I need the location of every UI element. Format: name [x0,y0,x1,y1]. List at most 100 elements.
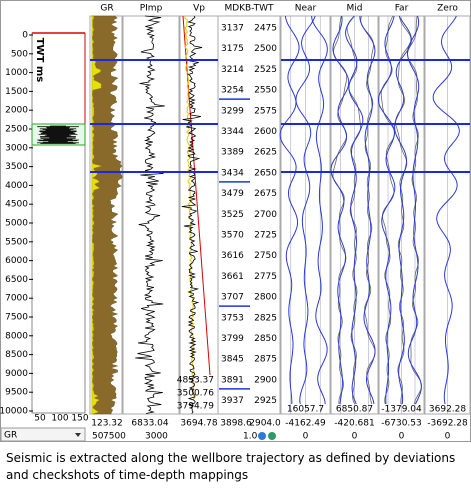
vp-marker: 4853.37 [177,376,214,386]
scale-min: 50 [92,432,104,442]
depth-tick-label: 9000 [5,369,28,379]
twt-value: 2925 [254,396,277,406]
depth-tick-label: 1000 [5,68,28,78]
readout: 3694.78 [180,419,217,429]
track-frame [217,15,281,415]
md-scale: 1.0 [243,432,258,442]
track-frame [179,15,219,415]
trace [295,15,316,405]
well-viewer: 0500100015002000250030003500400045005000… [0,0,471,442]
caption-line: Seismic is extracted along the wellbore … [6,451,456,465]
track-header: Far [395,4,409,14]
seismic-min: -3692.28 [427,419,468,429]
scale-min: 3000 [145,432,168,442]
depth-tick-label: 8500 [5,350,28,360]
depth-tick-label: 6500 [5,275,28,285]
depth-tick-label: 5500 [5,237,28,247]
nav-up[interactable] [258,432,266,440]
md-value: 3137 [221,24,244,34]
vp-marker: 3794.79 [177,402,214,412]
md-value: 3937 [221,396,244,406]
twt-value: 2600 [254,127,277,137]
depth-tick-label: 1500 [5,87,28,97]
vp-smooth [184,15,195,401]
trace-alt [332,15,348,405]
trace-alt [407,15,422,405]
twt-value: 2900 [254,375,277,385]
readout: 6833.04 [131,419,168,429]
seismic-max: 16057.7 [287,405,324,415]
selector-label: GR [4,431,17,441]
md-value: 3434 [221,168,244,178]
depth-tick-label: 7500 [5,313,28,323]
depth-box [31,32,86,414]
depth-tick-label: 2500 [5,125,28,135]
scale-label: 50 [34,414,46,424]
readout: 123.32 [91,419,123,429]
twt-value: 2700 [254,210,277,220]
seismic-min: -6730.53 [381,419,421,429]
trace [407,15,422,405]
trace [377,15,396,405]
depth-axis-label: TWT ms [34,38,45,83]
depth-tick-label: 2000 [5,106,28,116]
trace [345,15,364,405]
scale-min: 7500 [103,432,126,442]
depth-tick-label: 10000 [0,407,28,417]
vp-curve [181,15,203,414]
md-value: 3661 [221,272,244,282]
trace [432,15,460,405]
twt-value: 2725 [254,231,277,241]
twt-value: 2875 [254,355,277,365]
depth-tick-label: 500 [11,49,28,59]
trace [330,15,350,405]
seismic-zero: 0 [445,432,451,442]
seismic-zero: 0 [399,432,405,442]
depth-tick-label: 3500 [5,162,28,172]
seismic-zero: 0 [352,432,358,442]
md-value: 3525 [221,210,244,220]
md-value: 3299 [221,106,244,116]
seismic-min: -420.681 [334,419,374,429]
depth-tick-label: 9500 [5,388,28,398]
md-value: 3616 [221,251,244,261]
seismic-max: -1379.04 [381,405,422,415]
trace [394,15,412,405]
track-header: Near [295,4,317,14]
seismic-max: 3692.28 [429,405,466,415]
twt-value: 2475 [254,24,277,34]
md-footer: 3898.6 [220,419,252,429]
md-value: 3214 [221,65,244,75]
depth-tick-label: 4000 [5,181,28,191]
depth-tick-label: 3000 [5,143,28,153]
twt-value: 2800 [254,293,277,303]
md-value: 3891 [221,375,244,385]
track-header: GR [100,4,113,14]
depth-tick-label: 8000 [5,331,28,341]
track-header: Zero [437,4,458,14]
seismic-max: 6850.87 [336,405,373,415]
md-value: 3254 [221,86,244,96]
trace [359,15,376,405]
gr-sand [91,15,102,415]
seismic-zero: 0 [303,432,309,442]
twt-value: 2775 [254,272,277,282]
twt-value: 2500 [254,44,277,54]
md-value: 3753 [221,313,244,323]
twt-value: 2575 [254,106,277,116]
depth-tick-label: 4500 [5,200,28,210]
trace [311,15,328,405]
md-value: 3570 [221,231,244,241]
vp-marker: 3500.76 [177,389,214,399]
seismic-min: -4162.49 [285,419,326,429]
selector[interactable] [0,427,86,442]
twt-value: 2525 [254,65,277,75]
md-value: 3479 [221,189,244,199]
md-value: 3175 [221,44,244,54]
nav-down[interactable] [268,432,276,440]
depth-tick-label: 7000 [5,294,28,304]
twt-value: 2750 [254,251,277,261]
track-header: PImp [140,4,163,14]
gr-fill [91,15,123,415]
